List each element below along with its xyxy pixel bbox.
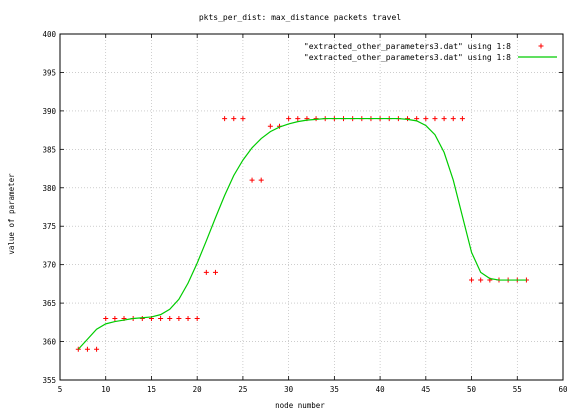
data-point xyxy=(75,346,81,352)
y-tick-label: 395 xyxy=(42,68,56,77)
x-axis-label: node number xyxy=(275,401,325,410)
data-point xyxy=(167,315,173,321)
x-tick-label: 55 xyxy=(513,385,522,394)
y-tick-label: 380 xyxy=(42,184,56,193)
data-point xyxy=(158,315,164,321)
data-point xyxy=(176,315,182,321)
y-tick-label: 385 xyxy=(42,145,56,154)
data-point xyxy=(459,116,465,122)
legend: "extracted_other_parameters3.dat" using … xyxy=(304,42,557,62)
x-tick-label: 20 xyxy=(193,385,203,394)
y-tick-label: 375 xyxy=(42,222,56,231)
data-point xyxy=(185,315,191,321)
data-point xyxy=(423,116,429,122)
data-point xyxy=(478,277,484,283)
data-point xyxy=(139,315,145,321)
chart-title: pkts_per_dist: max_distance packets trav… xyxy=(199,13,401,22)
legend-label: "extracted_other_parameters3.dat" using … xyxy=(304,42,511,51)
data-point xyxy=(84,346,90,352)
y-tick-label: 365 xyxy=(42,299,56,308)
data-point xyxy=(240,116,246,122)
data-point xyxy=(450,116,456,122)
data-point xyxy=(249,177,255,183)
data-point xyxy=(405,116,411,122)
x-tick-label: 35 xyxy=(330,385,339,394)
data-point xyxy=(103,315,109,321)
x-tick-label: 45 xyxy=(421,385,430,394)
y-tick-label: 370 xyxy=(42,261,56,270)
data-point xyxy=(469,277,475,283)
data-point xyxy=(295,116,301,122)
data-point xyxy=(231,116,237,122)
x-tick-label: 5 xyxy=(58,385,63,394)
x-tick-label: 60 xyxy=(558,385,568,394)
x-tick-label: 50 xyxy=(467,385,477,394)
data-point xyxy=(94,346,100,352)
grid xyxy=(59,33,564,381)
y-axis-label: value of parameter xyxy=(7,173,16,255)
data-point xyxy=(112,315,118,321)
data-point xyxy=(414,116,420,122)
data-point xyxy=(194,315,200,321)
data-point xyxy=(203,269,209,275)
x-tick-label: 30 xyxy=(284,385,294,394)
plot-frame xyxy=(59,33,564,381)
axis-ticks: 5 10 15 20 25 30 35 40 45 50 55 60 355 360 365 370 375 38… xyxy=(42,30,568,394)
data-point xyxy=(313,116,319,122)
y-tick-label: 400 xyxy=(42,30,56,39)
series-group xyxy=(75,116,529,352)
y-tick-label: 355 xyxy=(42,376,56,385)
y-tick-label: 390 xyxy=(42,107,56,116)
data-point xyxy=(286,116,292,122)
data-point xyxy=(441,116,447,122)
y-tick-label: 360 xyxy=(42,338,56,347)
legend-marker xyxy=(538,43,544,49)
x-tick-label: 15 xyxy=(147,385,156,394)
series-line xyxy=(77,117,527,350)
data-point xyxy=(258,177,264,183)
legend-label: "extracted_other_parameters3.dat" using … xyxy=(304,53,511,62)
data-point xyxy=(212,269,218,275)
x-tick-label: 40 xyxy=(376,385,386,394)
data-point xyxy=(267,123,273,129)
x-tick-label: 25 xyxy=(238,385,247,394)
x-tick-label: 10 xyxy=(101,385,111,394)
data-point xyxy=(222,116,228,122)
data-point xyxy=(432,116,438,122)
